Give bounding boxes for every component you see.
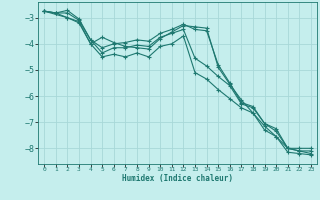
- X-axis label: Humidex (Indice chaleur): Humidex (Indice chaleur): [122, 174, 233, 183]
